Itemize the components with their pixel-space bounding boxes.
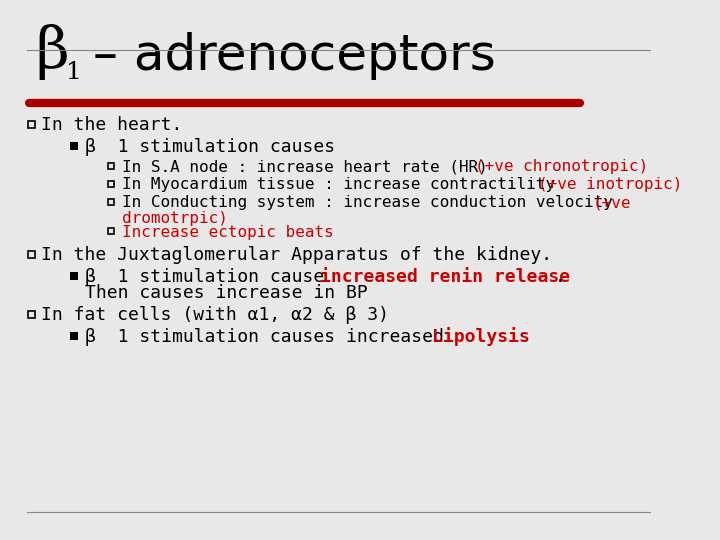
Text: Lipolysis: Lipolysis — [432, 327, 530, 347]
Text: β  1 stimulation cause: β 1 stimulation cause — [84, 268, 335, 286]
Text: Increase ectopic beats: Increase ectopic beats — [122, 225, 334, 240]
Bar — [28, 310, 35, 318]
Text: Then causes increase in BP: Then causes increase in BP — [84, 284, 367, 302]
Text: In Conducting system : increase conduction velocity: In Conducting system : increase conducti… — [122, 195, 623, 211]
Bar — [108, 228, 114, 234]
Text: In fat cells (with α1, α2 & β 3): In fat cells (with α1, α2 & β 3) — [41, 306, 390, 324]
Text: β  1 stimulation causes increased: β 1 stimulation causes increased — [84, 328, 454, 346]
Text: β: β — [36, 24, 69, 80]
Bar — [28, 251, 35, 258]
Text: In S.A node : increase heart rate (HR): In S.A node : increase heart rate (HR) — [122, 159, 498, 174]
Text: β  1 stimulation causes: β 1 stimulation causes — [84, 138, 335, 156]
Text: increased renin release: increased renin release — [320, 268, 570, 286]
Text: (+ve chronotropic): (+ve chronotropic) — [475, 159, 648, 174]
Text: .: . — [555, 268, 566, 286]
Bar — [71, 142, 78, 150]
Bar — [71, 332, 78, 340]
Bar — [108, 163, 114, 169]
Text: In Myocardium tissue : increase contractility: In Myocardium tissue : increase contract… — [122, 178, 565, 192]
Text: In the Juxtaglomerular Apparatus of the kidney.: In the Juxtaglomerular Apparatus of the … — [41, 246, 552, 264]
Text: dromotrpic): dromotrpic) — [122, 211, 228, 226]
Text: (+ve: (+ve — [593, 195, 631, 211]
Text: – adrenoceptors: – adrenoceptors — [77, 32, 496, 80]
Text: (+ve inotropic): (+ve inotropic) — [539, 178, 683, 192]
Text: 1: 1 — [66, 61, 81, 84]
Bar — [108, 199, 114, 205]
Text: In the heart.: In the heart. — [41, 116, 183, 134]
Bar — [108, 181, 114, 187]
Bar — [28, 120, 35, 127]
Bar — [71, 272, 78, 280]
